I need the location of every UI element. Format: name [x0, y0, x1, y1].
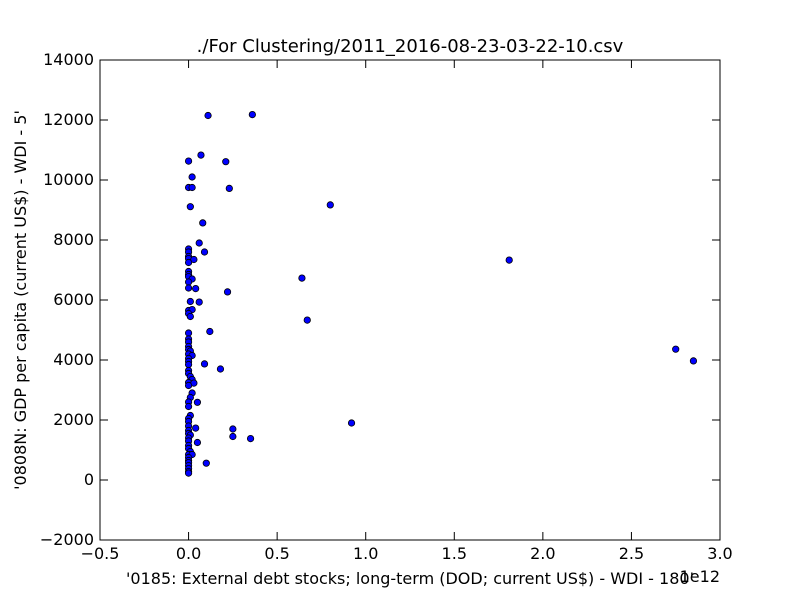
scatter-point	[200, 360, 209, 368]
scatter-point	[184, 402, 193, 411]
scatter-point	[188, 183, 196, 192]
scatter-point	[222, 158, 230, 166]
scatter-point	[195, 239, 203, 247]
x-axis-offset-label: 1e12	[680, 567, 720, 586]
scatter-point	[347, 419, 356, 427]
x-tick-label: −0.5	[81, 544, 120, 563]
scatter-point	[186, 203, 194, 211]
scatter-point	[184, 469, 193, 477]
scatter-point	[248, 111, 256, 119]
scatter-point	[192, 284, 200, 293]
y-tick-label: 2000	[53, 410, 94, 429]
axis-ticks: −0.5 0.0 0.5 1.0 1.5 2.0 2.5 3.0 −2000 0 2000 4000 6…	[40, 50, 733, 563]
scatter-point	[193, 398, 202, 406]
scatter-point	[186, 312, 194, 321]
scatter-point	[303, 316, 311, 324]
y-axis-label: '0808N: GDP per capita (current US$) - W…	[11, 110, 30, 490]
scatter-point	[223, 288, 232, 296]
scatter-point	[505, 256, 513, 264]
scatter-point	[190, 255, 198, 264]
x-tick-label: 1.5	[442, 544, 467, 563]
scatter-point	[192, 424, 200, 432]
x-tick-label: 3.0	[707, 544, 732, 563]
x-tick-label: 0.5	[264, 544, 289, 563]
scatter-point	[186, 297, 194, 306]
y-tick-label: 10000	[43, 170, 94, 189]
x-tick-label: 2.5	[619, 544, 644, 563]
scatter-point	[197, 151, 205, 159]
scatter-point	[672, 345, 680, 353]
scatter-point	[200, 248, 209, 256]
x-tick-label: 2.0	[530, 544, 555, 563]
scatter-point	[229, 432, 237, 441]
y-tick-label: 4000	[53, 350, 94, 369]
data-points	[184, 111, 698, 477]
plot-frame	[99, 59, 721, 541]
y-tick-label: 0	[84, 470, 94, 489]
y-tick-label: 14000	[43, 50, 94, 69]
scatter-point	[225, 184, 233, 192]
y-tick-label: 6000	[53, 290, 94, 309]
y-tick-label: 8000	[53, 230, 94, 249]
scatter-point	[246, 434, 255, 443]
scatter-point	[326, 201, 334, 209]
scatter-point	[206, 327, 214, 336]
y-tick-label: −2000	[40, 530, 94, 549]
scatter-point	[188, 173, 196, 181]
scatter-point	[202, 459, 210, 467]
scatter-point	[229, 425, 237, 433]
scatter-point	[298, 274, 306, 282]
scatter-point	[204, 111, 212, 120]
scatter-point	[195, 298, 203, 306]
scatter-point	[184, 157, 193, 165]
scatter-point	[184, 258, 193, 267]
y-tick-label: 12000	[43, 110, 94, 129]
x-tick-label: 1.0	[353, 544, 378, 563]
scatter-point	[184, 381, 193, 390]
scatter-point	[184, 360, 193, 369]
scatter-point	[216, 365, 225, 373]
scatter-point	[193, 438, 202, 447]
scatter-point	[184, 329, 193, 337]
scatter-point	[184, 278, 193, 286]
x-axis-label: '0185: External debt stocks; long-term (…	[126, 569, 694, 588]
x-tick-label: 0.0	[176, 544, 201, 563]
scatter-point	[199, 219, 207, 227]
chart-title: ./For Clustering/2011_2016-08-23-03-22-1…	[197, 36, 624, 57]
scatter-point	[689, 357, 698, 365]
scatter-point	[184, 284, 193, 292]
